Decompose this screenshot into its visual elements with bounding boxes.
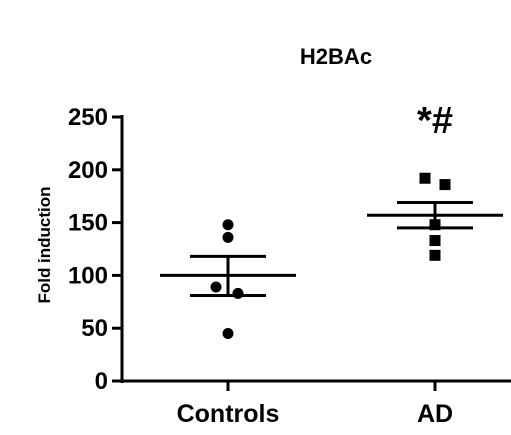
data-point-square: [429, 235, 441, 247]
data-point-circle: [222, 327, 234, 339]
chart-title: H2BAc: [300, 44, 372, 69]
data-point-circle: [210, 281, 222, 293]
data-point-square: [429, 249, 441, 261]
y-axis-label: Fold induction: [35, 186, 54, 303]
data-point-circle: [232, 287, 244, 299]
data-point-square: [439, 179, 451, 191]
y-tick-label: 150: [68, 210, 108, 237]
chart-marks: 0 50 100 150 200 250 Controls AD *#: [68, 100, 503, 428]
data-point-circle: [222, 231, 234, 243]
y-tick-label: 50: [81, 315, 108, 342]
y-tick-label: 200: [68, 157, 108, 184]
data-point-square: [429, 219, 441, 231]
data-point-circle: [222, 219, 234, 231]
data-point-square: [419, 172, 431, 184]
x-tick-label: AD: [417, 400, 453, 428]
y-tick-label: 250: [68, 104, 108, 131]
y-tick-label: 100: [68, 262, 108, 289]
x-tick-label: Controls: [177, 400, 280, 428]
significance-annotation: *#: [417, 100, 453, 142]
y-tick-label: 0: [95, 368, 108, 395]
